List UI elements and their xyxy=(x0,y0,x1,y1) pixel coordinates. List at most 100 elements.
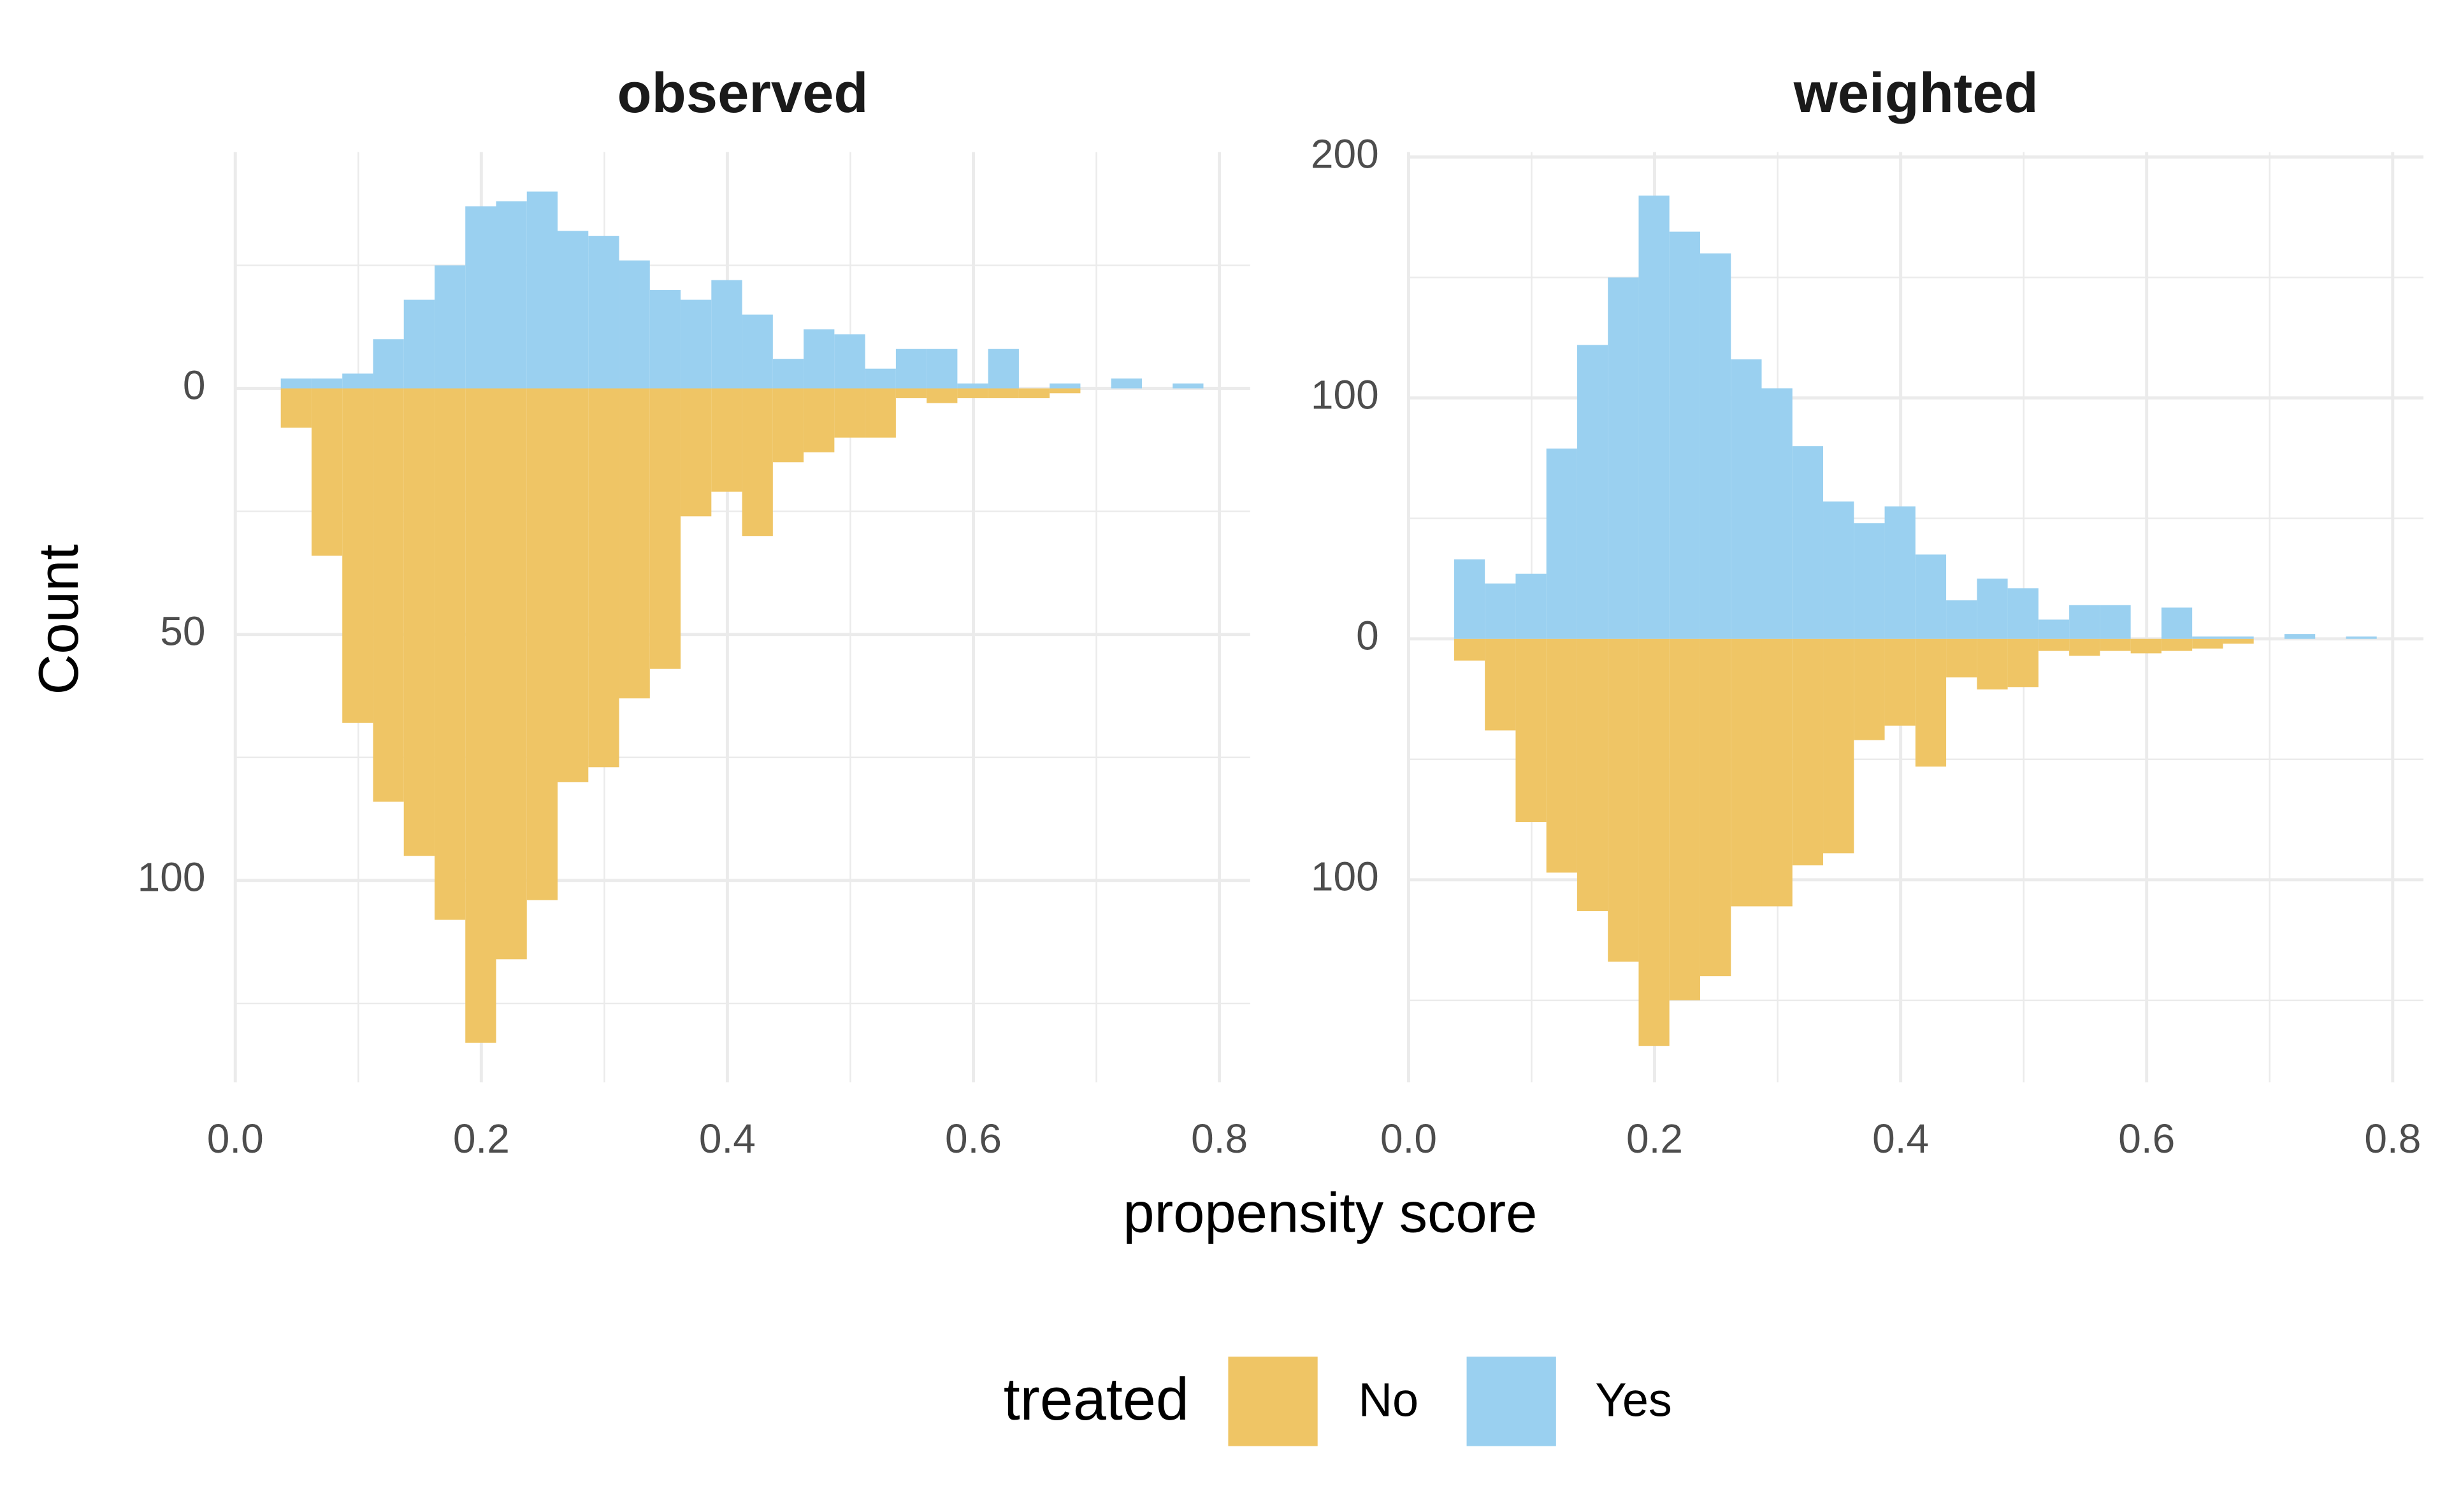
y-tick-label: 100 xyxy=(138,854,206,900)
histogram-bar xyxy=(342,373,373,389)
x-tick-label: 0.4 xyxy=(1872,1116,1929,1162)
histogram-bar xyxy=(311,378,343,389)
histogram-bar xyxy=(1946,638,1977,678)
histogram-bar xyxy=(1608,277,1639,639)
histogram-bar xyxy=(1669,638,1700,1000)
histogram-bar xyxy=(2130,638,2162,654)
histogram-bar xyxy=(772,388,804,463)
y-axis-title: Count xyxy=(27,544,90,695)
histogram-bar xyxy=(526,388,558,900)
histogram-bar xyxy=(1638,638,1670,1046)
histogram-bar xyxy=(927,349,958,389)
histogram-bar xyxy=(280,388,312,428)
histogram-bar xyxy=(2192,636,2223,639)
histogram-bar xyxy=(2192,638,2223,649)
histogram-bar xyxy=(2100,605,2131,639)
histogram-bar xyxy=(2007,638,2039,688)
histogram-bar xyxy=(588,388,619,768)
histogram-bar xyxy=(988,349,1019,389)
histogram-bar xyxy=(403,299,435,389)
x-tick-label: 0.0 xyxy=(1380,1116,1437,1162)
histogram-bar xyxy=(1700,638,1731,977)
x-tick-label: 0.4 xyxy=(699,1116,756,1162)
histogram-bar xyxy=(1485,638,1516,731)
y-tick-label: 100 xyxy=(1311,854,1379,900)
histogram-bar xyxy=(1546,448,1577,639)
histogram-bar xyxy=(957,383,988,389)
facet-title: weighted xyxy=(1793,61,2039,124)
histogram-bar xyxy=(280,378,312,389)
histogram-bar xyxy=(772,359,804,389)
histogram-bar xyxy=(311,388,343,556)
histogram-bar xyxy=(1669,231,1700,639)
histogram-bar xyxy=(2223,636,2254,639)
histogram-bar xyxy=(804,388,835,452)
y-tick-label: 0 xyxy=(183,362,206,408)
histogram-bar xyxy=(834,334,865,389)
histogram-bar xyxy=(1977,638,2008,690)
histogram-bar xyxy=(1485,583,1516,639)
histogram-bar xyxy=(1823,638,1854,854)
histogram-bar xyxy=(957,388,988,398)
legend-key xyxy=(1466,1357,1556,1446)
histogram-bar xyxy=(681,388,712,517)
histogram-bar xyxy=(1946,600,1977,639)
histogram-bar xyxy=(2284,634,2316,639)
histogram-bar xyxy=(865,388,896,438)
histogram-bar xyxy=(927,388,958,403)
histogram-bar xyxy=(895,388,927,398)
histogram-bar xyxy=(681,299,712,389)
y-tick-label: 200 xyxy=(1311,131,1379,176)
histogram-bar xyxy=(1515,638,1547,823)
histogram-bar xyxy=(1823,501,1854,639)
legend-key xyxy=(1228,1357,1318,1446)
histogram-bar xyxy=(1977,579,2008,639)
histogram-bar xyxy=(1731,359,1762,639)
histogram-bar xyxy=(711,388,742,492)
histogram-bar xyxy=(1577,638,1608,912)
histogram-bar xyxy=(649,388,681,669)
histogram-bar xyxy=(1454,638,1485,661)
histogram-bar xyxy=(1577,345,1608,639)
histogram-bar xyxy=(649,290,681,389)
histogram-bar xyxy=(804,329,835,389)
histogram-bar xyxy=(342,388,373,723)
histogram-bar xyxy=(2223,638,2254,644)
legend-title: treated xyxy=(1004,1365,1189,1432)
histogram-bar xyxy=(2069,638,2100,656)
histogram-bar xyxy=(403,388,435,856)
histogram-bar xyxy=(588,236,619,389)
histogram-bar xyxy=(895,349,927,389)
histogram-bar xyxy=(1111,378,1142,389)
histogram-bar xyxy=(2069,605,2100,639)
histogram-bar xyxy=(1884,638,1916,726)
x-tick-label: 0.8 xyxy=(2364,1116,2421,1162)
y-tick-label: 100 xyxy=(1311,371,1379,417)
legend-label: No xyxy=(1359,1374,1418,1427)
histogram-bar xyxy=(1173,383,1204,389)
histogram-bar xyxy=(373,388,404,802)
x-tick-label: 0.2 xyxy=(1626,1116,1683,1162)
histogram-bar xyxy=(619,388,650,699)
x-tick-label: 0.8 xyxy=(1191,1116,1248,1162)
histogram-bar xyxy=(1515,573,1547,639)
x-tick-label: 0.0 xyxy=(207,1116,264,1162)
histogram-bar xyxy=(1454,559,1485,639)
histogram-bar xyxy=(2161,638,2193,651)
histogram-bar xyxy=(496,201,527,389)
histogram-bar xyxy=(1915,554,1947,639)
histogram-bar xyxy=(2100,638,2131,651)
histogram-bar xyxy=(526,191,558,389)
histogram-bar xyxy=(1761,388,1793,639)
histogram-bar xyxy=(465,206,496,389)
legend-label: Yes xyxy=(1595,1374,1671,1427)
histogram-bar xyxy=(1638,195,1670,639)
histogram-bar xyxy=(1608,638,1639,962)
histogram-bar xyxy=(1700,253,1731,639)
histogram-bar xyxy=(496,388,527,960)
histogram-bar xyxy=(619,260,650,389)
histogram-bar xyxy=(742,388,773,536)
histogram-bar xyxy=(1792,638,1824,866)
histogram-bar xyxy=(465,388,496,1043)
